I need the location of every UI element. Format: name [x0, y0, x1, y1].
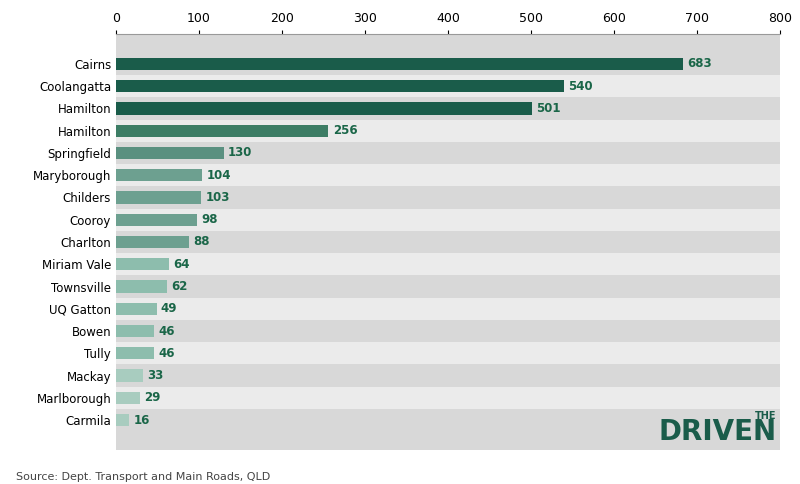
Bar: [116, 231, 780, 253]
Bar: [116, 387, 780, 409]
Text: 46: 46: [158, 325, 175, 337]
Bar: [116, 302, 157, 315]
Text: Source: Dept. Transport and Main Roads, QLD: Source: Dept. Transport and Main Roads, …: [16, 471, 270, 482]
Bar: [116, 124, 329, 137]
Bar: [116, 142, 780, 164]
Text: 540: 540: [568, 80, 593, 93]
Bar: [116, 325, 154, 337]
Text: 29: 29: [144, 391, 161, 404]
Bar: [116, 298, 780, 320]
Bar: [116, 80, 564, 92]
Bar: [116, 213, 198, 226]
Text: 130: 130: [228, 147, 253, 159]
Text: 64: 64: [174, 258, 190, 271]
Bar: [116, 120, 780, 142]
Bar: [116, 164, 780, 186]
Bar: [116, 102, 532, 115]
Text: 33: 33: [147, 369, 164, 382]
Bar: [116, 258, 169, 271]
Bar: [116, 147, 224, 159]
Text: DRIVEN: DRIVEN: [658, 418, 777, 446]
Text: THE: THE: [755, 411, 777, 421]
Bar: [116, 364, 780, 387]
Bar: [116, 342, 780, 364]
Text: 103: 103: [206, 191, 230, 204]
Bar: [116, 347, 154, 360]
Bar: [116, 53, 780, 75]
Text: 49: 49: [161, 302, 178, 315]
Bar: [116, 320, 780, 342]
Text: 104: 104: [206, 169, 231, 182]
Bar: [116, 275, 780, 298]
Bar: [116, 414, 130, 426]
Bar: [116, 236, 189, 248]
Bar: [116, 169, 202, 182]
Bar: [116, 75, 780, 97]
Bar: [116, 392, 140, 404]
Bar: [116, 409, 780, 431]
Text: 62: 62: [172, 280, 188, 293]
Bar: [116, 186, 780, 209]
Text: 98: 98: [202, 213, 218, 226]
Text: 256: 256: [333, 124, 358, 137]
Bar: [116, 209, 780, 231]
Text: 16: 16: [134, 413, 150, 426]
Text: 46: 46: [158, 347, 175, 360]
Bar: [116, 58, 683, 70]
Bar: [116, 97, 780, 120]
Bar: [116, 191, 202, 204]
Text: 88: 88: [193, 236, 210, 248]
Bar: [116, 280, 167, 293]
Bar: [116, 369, 143, 382]
Text: 501: 501: [536, 102, 561, 115]
Bar: [116, 253, 780, 275]
Text: 683: 683: [687, 58, 712, 71]
